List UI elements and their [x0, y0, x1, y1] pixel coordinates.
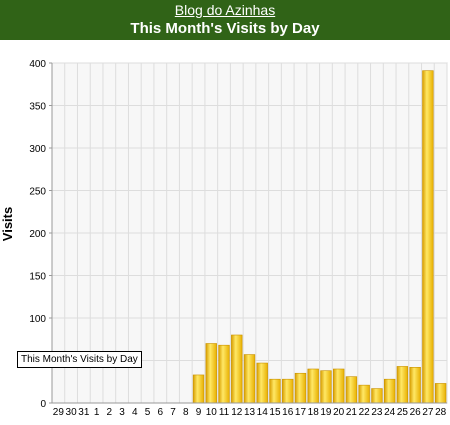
y-tick-label: 350: [29, 102, 46, 113]
x-tick-label: 15: [269, 407, 281, 418]
bar-24: [383, 378, 396, 404]
bar-9: [192, 374, 205, 404]
y-tick-label: 300: [29, 144, 46, 155]
bar-27: [422, 70, 434, 404]
x-tick-label: 17: [295, 407, 307, 418]
x-tick-label: 13: [244, 407, 256, 418]
x-tick-label: 1: [94, 407, 100, 418]
x-tick-label: 4: [132, 407, 138, 418]
x-tick-label: 7: [170, 407, 176, 418]
x-tick-label: 19: [320, 407, 332, 418]
chart-title: This Month's Visits by Day: [130, 20, 320, 37]
x-tick-labels: 29 30 31 1 2 3 4 5 6 7 8 9 10 11 12 13 14 15 16 17 18 19 20 21 2…: [53, 407, 447, 418]
x-tick-label: 12: [231, 407, 243, 418]
bars: [192, 70, 447, 404]
y-tick-label: 200: [29, 229, 46, 240]
bar-10: [205, 343, 217, 404]
x-tick-label: 9: [196, 407, 202, 418]
y-tick-label: 100: [29, 314, 46, 325]
x-tick-label: 23: [371, 407, 383, 418]
x-tick-label: 29: [53, 407, 65, 418]
chart-tooltip: This Month's Visits by Day: [17, 351, 142, 368]
x-tick-label: 16: [282, 407, 294, 418]
bar-14: [256, 362, 268, 404]
x-tick-label: 24: [384, 407, 396, 418]
bar-20: [333, 368, 345, 404]
chart-header: Blog do Azinhas This Month's Visits by D…: [0, 0, 450, 40]
x-tick-label: 10: [206, 407, 218, 418]
x-tick-label: 20: [333, 407, 345, 418]
x-tick-label: 11: [219, 407, 230, 418]
x-tick-label: 27: [422, 407, 434, 418]
bar-19: [320, 370, 332, 404]
bar-18: [307, 368, 319, 404]
bar-16: [282, 378, 294, 404]
bar-23: [371, 388, 383, 404]
x-tick-label: 21: [346, 407, 358, 418]
bar-17: [294, 372, 307, 404]
x-tick-label: 3: [119, 407, 125, 418]
bar-13: [243, 354, 256, 404]
y-tick-label: 150: [29, 272, 46, 283]
bar-21: [345, 376, 358, 404]
x-tick-label: 14: [257, 407, 269, 418]
bar-26: [409, 366, 421, 404]
bar-12: [231, 334, 243, 404]
bar-15: [269, 378, 281, 404]
x-tick-label: 25: [397, 407, 409, 418]
x-tick-label: 5: [145, 407, 151, 418]
site-name-link[interactable]: Blog do Azinhas: [174, 2, 276, 18]
y-tick-label: 400: [29, 59, 46, 70]
x-tick-label: 28: [435, 407, 447, 418]
x-tick-label: 6: [158, 407, 164, 418]
y-tick-label: 0: [40, 399, 46, 410]
x-tick-label: 2: [107, 407, 113, 418]
x-tick-label: 8: [183, 407, 189, 418]
y-tick-label: 250: [29, 187, 46, 198]
bar-11: [218, 344, 230, 404]
bar-28: [434, 383, 447, 404]
y-axis-label: Visits: [0, 207, 15, 241]
x-tick-label: 30: [66, 407, 78, 418]
x-tick-label: 31: [78, 407, 90, 418]
bar-25: [396, 366, 409, 404]
bar-22: [358, 384, 370, 404]
x-tick-label: 22: [359, 407, 371, 418]
x-tick-label: 18: [308, 407, 320, 418]
x-tick-label: 26: [410, 407, 422, 418]
